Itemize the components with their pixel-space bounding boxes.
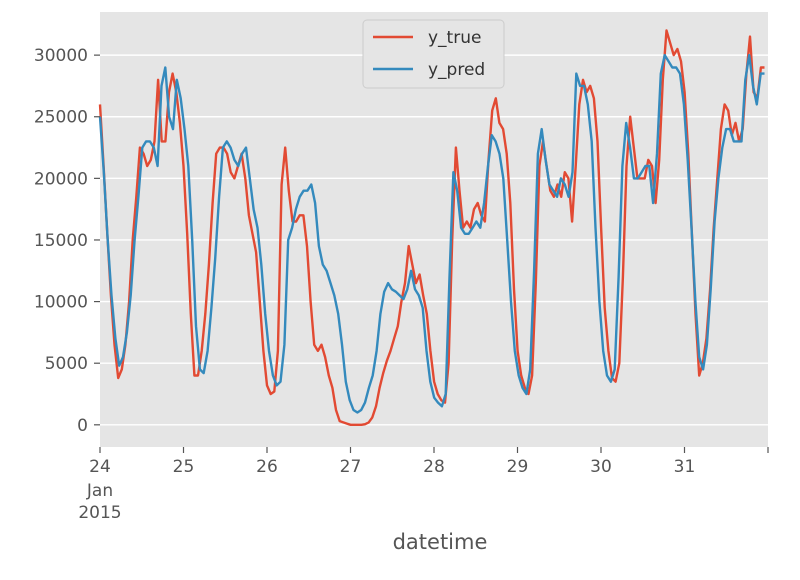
x-sub-label: 2015 bbox=[78, 503, 121, 523]
y-tick-label: 25000 bbox=[34, 108, 88, 128]
y-tick-label: 5000 bbox=[45, 354, 88, 374]
x-tick-label: 24 bbox=[89, 457, 111, 477]
series-lines bbox=[98, 29, 765, 426]
y-tick-label: 0 bbox=[77, 416, 88, 436]
x-tick-label: 25 bbox=[173, 457, 195, 477]
x-sub-label: Jan bbox=[86, 481, 113, 501]
x-tick-label: 27 bbox=[340, 457, 362, 477]
y-tick-label: 10000 bbox=[34, 293, 88, 313]
series-line-y_pred bbox=[98, 53, 765, 414]
x-tick-label: 26 bbox=[256, 457, 278, 477]
x-tick-label: 28 bbox=[423, 457, 445, 477]
y-axis: 0 5000 10000 15000 20000 25000 30000 bbox=[34, 46, 100, 436]
x-axis-title: datetime bbox=[393, 530, 488, 554]
y-tick-label: 30000 bbox=[34, 46, 88, 66]
legend: y_true y_pred bbox=[362, 19, 505, 89]
x-tick-label: 29 bbox=[507, 457, 529, 477]
x-tick-label: 30 bbox=[590, 457, 612, 477]
legend-label: y_pred bbox=[428, 60, 485, 80]
y-tick-label: 15000 bbox=[34, 231, 88, 251]
y-tick-label: 20000 bbox=[34, 169, 88, 189]
x-tick-label: 31 bbox=[674, 457, 696, 477]
legend-label: y_true bbox=[428, 28, 481, 48]
